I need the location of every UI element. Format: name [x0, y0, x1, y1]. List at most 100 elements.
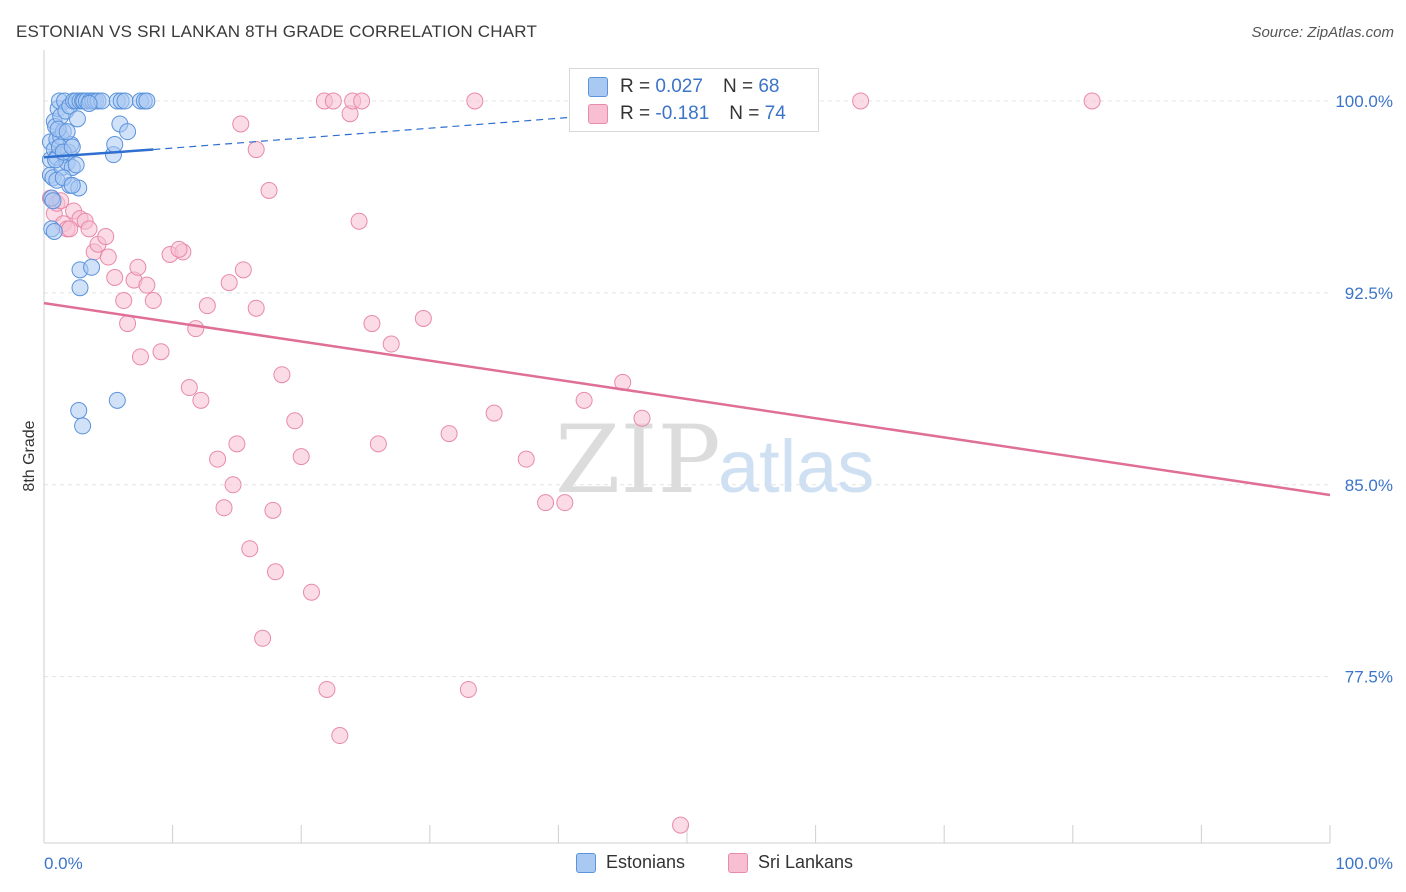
sri-lankans-point — [517, 450, 535, 468]
chart-title: ESTONIAN VS SRI LANKAN 8TH GRADE CORRELA… — [16, 22, 538, 41]
sri-lankans-point — [440, 425, 458, 443]
legend-r-value: -0.181 — [655, 103, 710, 124]
sri-lankans-point — [224, 476, 242, 494]
estonians-point — [83, 258, 101, 276]
sri-lankans-point — [220, 274, 238, 292]
sri-lankans-point — [106, 269, 124, 286]
sri-lankans-point — [254, 629, 272, 647]
sri-lankans-point — [292, 448, 310, 466]
y-axis-title: 8th Grade — [21, 420, 38, 491]
legend-label-estonians: Estonians — [606, 852, 686, 872]
x-tick-label: 100.0% — [1335, 854, 1393, 873]
watermark: ZIP atlas — [555, 406, 874, 515]
y-tick-label: 92.5% — [1345, 284, 1393, 303]
estonians-point — [106, 135, 124, 153]
source-label: Source: ZipAtlas.com — [1251, 24, 1394, 41]
legend-item-sri-lankans[interactable]: Sri Lankans — [728, 852, 853, 873]
estonians-point — [71, 279, 89, 297]
legend-r-label: R = — [620, 103, 651, 124]
estonians-point — [70, 402, 88, 420]
legend-n-value: 68 — [758, 76, 780, 97]
sri-lankans-point — [537, 494, 555, 512]
sri-lankans-point — [152, 343, 170, 361]
y-tick-label: 85.0% — [1345, 476, 1393, 495]
legend-n-value: 74 — [764, 103, 786, 124]
sri-lankans-point — [115, 292, 133, 310]
sri-lankans-point — [414, 309, 432, 327]
watermark-atlas: atlas — [718, 425, 874, 508]
estonians-points — [41, 92, 156, 435]
estonians-point — [74, 417, 92, 435]
sri-lankans-point — [633, 409, 651, 427]
sri-lankans-point — [129, 258, 147, 276]
legend-n-label: N = — [729, 103, 760, 124]
legend-n-label: N = — [722, 76, 754, 97]
legend-row-estonians: R = 0.027 N = 68 — [588, 74, 779, 100]
sri-lankans-point — [353, 92, 371, 110]
axes — [43, 50, 1331, 844]
sri-lankans-trend-line — [43, 301, 1331, 497]
estonians-point — [138, 92, 156, 110]
estonians-point — [63, 176, 81, 194]
sri-lankans-point — [556, 494, 574, 512]
series-legend: Estonians Sri Lankans — [0, 852, 1406, 878]
legend-swatch-pink — [588, 104, 608, 124]
legend-item-estonians[interactable]: Estonians — [576, 852, 685, 873]
sri-lankans-point — [187, 320, 205, 338]
estonians-point — [116, 92, 134, 110]
legend-label-sri-lankans: Sri Lankans — [758, 852, 854, 872]
legend-swatch-sri-lankans — [728, 852, 748, 873]
estonians-point — [58, 123, 76, 141]
stats-legend: R = 0.027 N = 68 R = -0.181 N = 74 — [569, 68, 819, 132]
sri-lankans-point — [61, 220, 79, 238]
estonians-point — [67, 156, 85, 174]
sri-lankans-point — [247, 141, 265, 159]
sri-lankans-point — [247, 299, 265, 317]
sri-lankans-point — [192, 391, 210, 409]
tick-labels: 100.0% 92.5% 85.0% 77.5% 0.0% 100.0% — [44, 92, 1393, 873]
sri-lankans-point — [198, 297, 216, 315]
sri-lankans-point — [466, 92, 484, 110]
sri-lankans-point — [350, 212, 368, 230]
sri-lankans-point — [264, 501, 282, 519]
sri-lankans-point — [273, 366, 291, 384]
sri-lankans-point — [318, 680, 336, 698]
sri-lankans-point — [234, 261, 252, 279]
y-tick-label: 100.0% — [1335, 92, 1393, 111]
sri-lankans-point — [144, 292, 162, 310]
estonians-trend-line — [43, 148, 154, 159]
sri-lankans-point — [209, 450, 227, 468]
sri-lankans-point — [1083, 92, 1101, 110]
sri-lankans-point — [459, 680, 477, 698]
estonians-point — [108, 391, 126, 409]
sri-lankans-point — [138, 276, 156, 294]
sri-lankans-point — [485, 404, 503, 422]
sri-lankans-point — [672, 816, 690, 834]
sri-lankans-point — [331, 727, 349, 745]
sri-lankans-point — [324, 92, 342, 110]
gridlines — [44, 100, 1330, 678]
sri-lankans-point — [131, 348, 149, 366]
estonians-point — [63, 138, 81, 156]
legend-r-value: 0.027 — [655, 76, 703, 97]
estonians-point — [80, 95, 98, 112]
sri-lankans-point — [228, 435, 246, 453]
sri-lankans-point — [363, 315, 381, 333]
estonians-trend-extension — [153, 115, 585, 151]
sri-lankans-point — [241, 540, 259, 558]
legend-r-label: R = — [620, 76, 651, 97]
sri-lankans-point — [382, 335, 400, 353]
sri-lankans-point — [852, 92, 870, 110]
estonians-point — [44, 192, 62, 210]
estonians-point — [68, 110, 86, 128]
sri-lankans-point — [215, 499, 233, 517]
sri-lankans-point — [266, 563, 284, 581]
x-tick-label: 0.0% — [44, 854, 83, 873]
sri-lankans-point — [80, 220, 98, 238]
estonians-point — [45, 222, 63, 240]
sri-lankans-point — [302, 583, 320, 601]
y-tick-label: 77.5% — [1345, 668, 1393, 687]
sri-lankans-point — [180, 379, 198, 397]
estonians-point — [119, 123, 137, 141]
